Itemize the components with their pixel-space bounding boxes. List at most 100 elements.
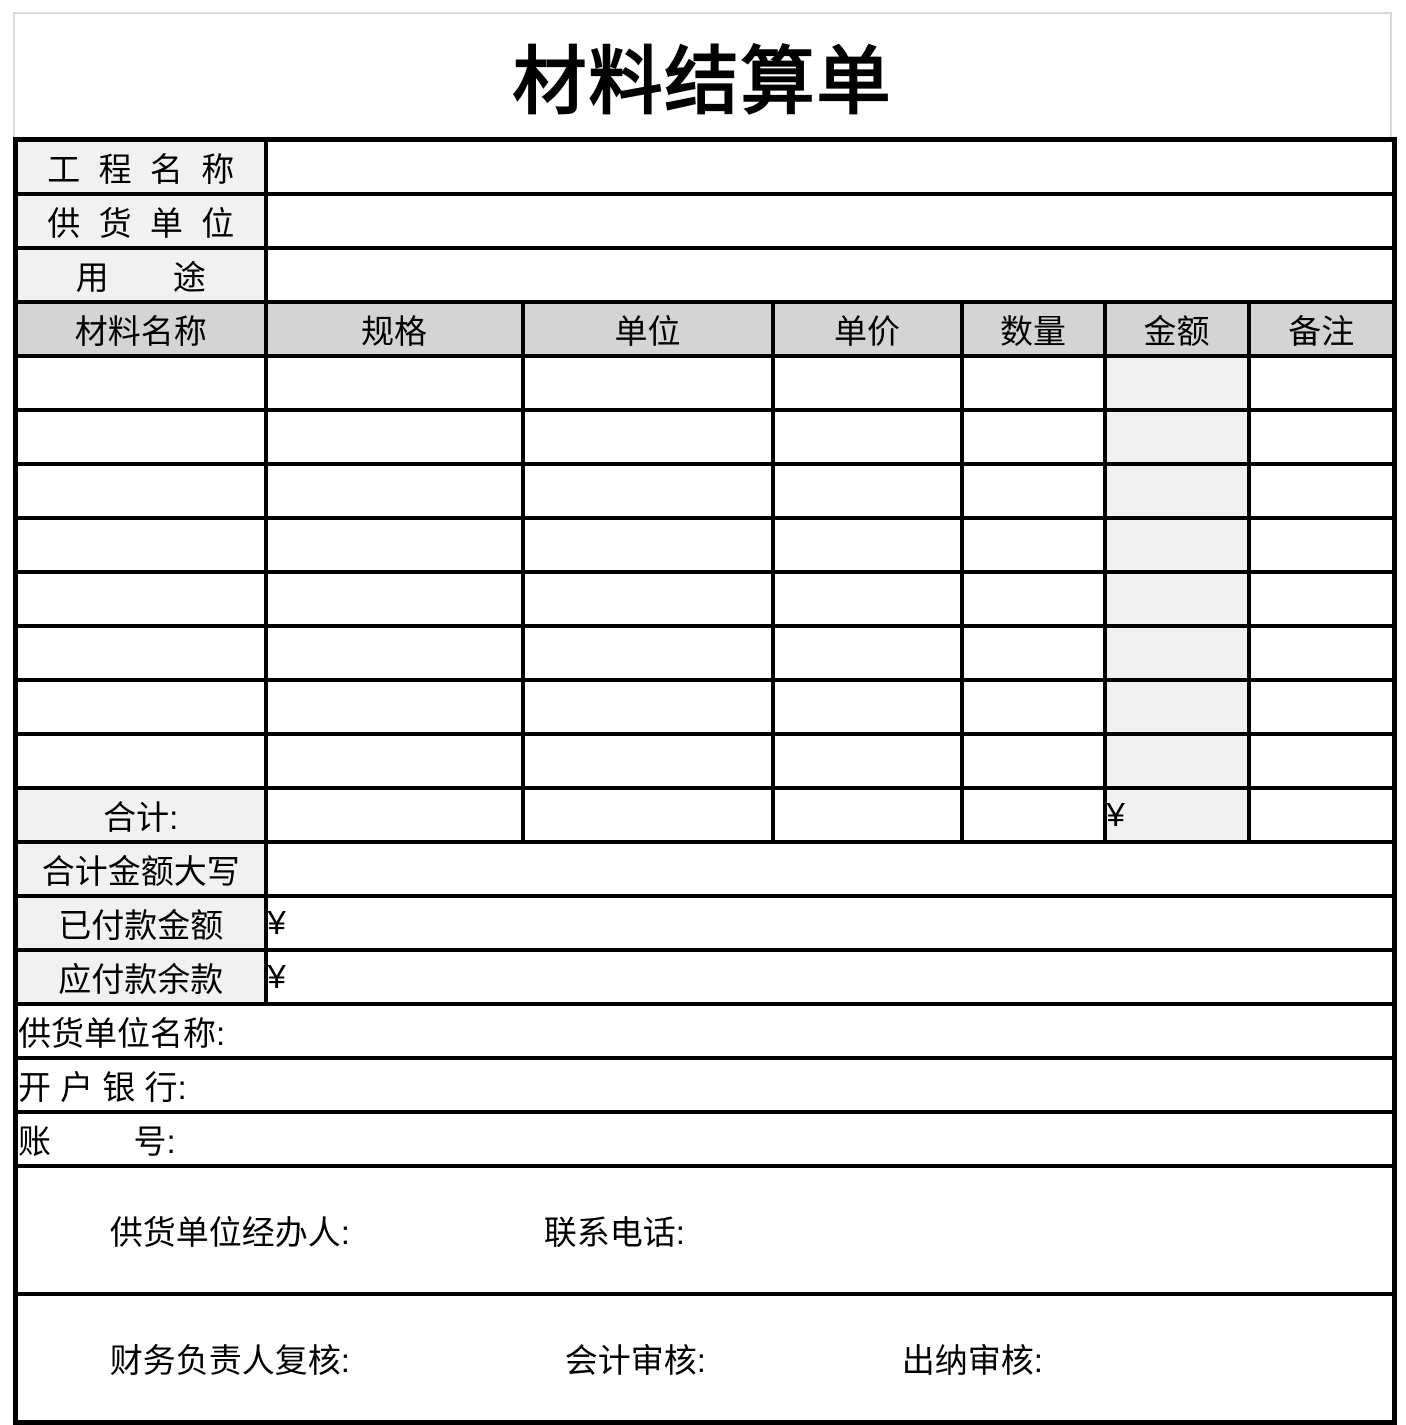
total-spec-cell[interactable] [263,786,525,844]
material-cell-unit[interactable] [520,462,775,520]
material-cell-spec[interactable] [263,408,525,466]
balance-due-field[interactable]: ¥ [263,948,1397,1006]
material-row [13,354,1397,412]
material-cell-qty[interactable] [959,570,1107,628]
bank-field[interactable]: 开 户 银 行: [13,1056,1397,1114]
material-cell-note[interactable] [1246,408,1397,466]
material-cell-note[interactable] [1246,570,1397,628]
supplier-name-field[interactable]: 供货单位名称: [13,1002,1397,1060]
material-cell-price[interactable] [770,516,964,574]
material-cell-name[interactable] [13,570,268,628]
material-cell-spec[interactable] [263,732,525,790]
material-cell-qty[interactable] [959,732,1107,790]
material-row [13,624,1397,682]
material-row [13,732,1397,790]
total-note-cell[interactable] [1246,786,1397,844]
material-cell-name[interactable] [13,732,268,790]
material-cell-note[interactable] [1246,678,1397,736]
total-unit-cell[interactable] [520,786,775,844]
material-cell-note[interactable] [1246,732,1397,790]
purpose-label: 用 途 [13,246,268,304]
material-cell-amount[interactable] [1102,732,1251,790]
project-name-row: 工 程 名 称 [13,137,1397,196]
supplier-unit-field[interactable] [263,192,1397,250]
material-cell-note[interactable] [1246,624,1397,682]
col-header-amount: 金额 [1102,300,1251,358]
total-label: 合计: [13,786,268,844]
total-amount-cell[interactable]: ¥ [1102,786,1251,844]
material-cell-spec[interactable] [263,570,525,628]
material-cell-amount[interactable] [1102,678,1251,736]
total-row: 合计: ¥ [13,786,1397,844]
account-number-row: 账 号: [13,1110,1397,1168]
material-cell-qty[interactable] [959,624,1107,682]
material-cell-name[interactable] [13,462,268,520]
total-qty-cell[interactable] [959,786,1107,844]
material-cell-note[interactable] [1246,462,1397,520]
balance-due-row: 应付款余款 ¥ [13,948,1397,1006]
material-cell-qty[interactable] [959,408,1107,466]
finance-review-label: 财务负责人复核: [109,1342,350,1379]
material-cell-amount[interactable] [1102,516,1251,574]
material-cell-unit[interactable] [520,354,775,412]
material-cell-price[interactable] [770,678,964,736]
agent-phone-cell[interactable]: 供货单位经办人: 联系电话: [13,1164,1397,1296]
material-cell-qty[interactable] [959,462,1107,520]
material-cell-qty[interactable] [959,678,1107,736]
material-cell-unit[interactable] [520,732,775,790]
material-cell-price[interactable] [770,732,964,790]
supplier-unit-label: 供 货 单 位 [13,192,268,250]
material-cell-spec[interactable] [263,354,525,412]
supplier-name-row: 供货单位名称: [13,1002,1397,1060]
purpose-field[interactable] [263,246,1397,304]
material-cell-qty[interactable] [959,354,1107,412]
material-cell-price[interactable] [770,462,964,520]
paid-amount-field[interactable]: ¥ [263,894,1397,952]
account-number-field[interactable]: 账 号: [13,1110,1397,1168]
review-row: 财务负责人复核: 会计审核: 出纳审核: [13,1292,1397,1425]
material-cell-name[interactable] [13,678,268,736]
material-cell-qty[interactable] [959,516,1107,574]
material-cell-unit[interactable] [520,624,775,682]
material-cell-unit[interactable] [520,516,775,574]
material-cell-unit[interactable] [520,408,775,466]
col-header-note: 备注 [1246,300,1397,358]
material-cell-name[interactable] [13,354,268,412]
accountant-review-label: 会计审核: [564,1342,706,1379]
form-title: 材料结算单 [13,12,1392,137]
material-cell-spec[interactable] [263,462,525,520]
material-cell-amount[interactable] [1102,462,1251,520]
material-cell-spec[interactable] [263,516,525,574]
material-cell-note[interactable] [1246,354,1397,412]
material-cell-spec[interactable] [263,624,525,682]
material-cell-spec[interactable] [263,678,525,736]
total-price-cell[interactable] [770,786,964,844]
material-cell-unit[interactable] [520,570,775,628]
review-cell[interactable]: 财务负责人复核: 会计审核: 出纳审核: [13,1292,1397,1425]
material-cell-amount[interactable] [1102,408,1251,466]
material-cell-name[interactable] [13,408,268,466]
material-cell-amount[interactable] [1102,624,1251,682]
material-cell-price[interactable] [770,354,964,412]
paid-amount-label: 已付款金额 [13,894,268,952]
material-cell-price[interactable] [770,624,964,682]
col-header-unit-price: 单价 [770,300,964,358]
material-cell-price[interactable] [770,570,964,628]
balance-due-label: 应付款余款 [13,948,268,1006]
supplier-agent-label: 供货单位经办人: [109,1214,350,1251]
material-cell-price[interactable] [770,408,964,466]
material-cell-amount[interactable] [1102,570,1251,628]
material-cell-name[interactable] [13,516,268,574]
amount-in-words-field[interactable] [263,840,1397,898]
col-header-unit: 单位 [520,300,775,358]
material-cell-note[interactable] [1246,516,1397,574]
material-cell-unit[interactable] [520,678,775,736]
col-header-spec: 规格 [263,300,525,358]
material-row [13,462,1397,520]
supplier-unit-row: 供 货 单 位 [13,192,1397,250]
info-section: 工 程 名 称 供 货 单 位 用 途 材料名称 规格 单位 单价 数量 金额 … [13,137,1397,358]
material-cell-amount[interactable] [1102,354,1251,412]
material-cell-name[interactable] [13,624,268,682]
amount-in-words-row: 合计金额大写 [13,840,1397,898]
project-name-field[interactable] [263,137,1397,196]
